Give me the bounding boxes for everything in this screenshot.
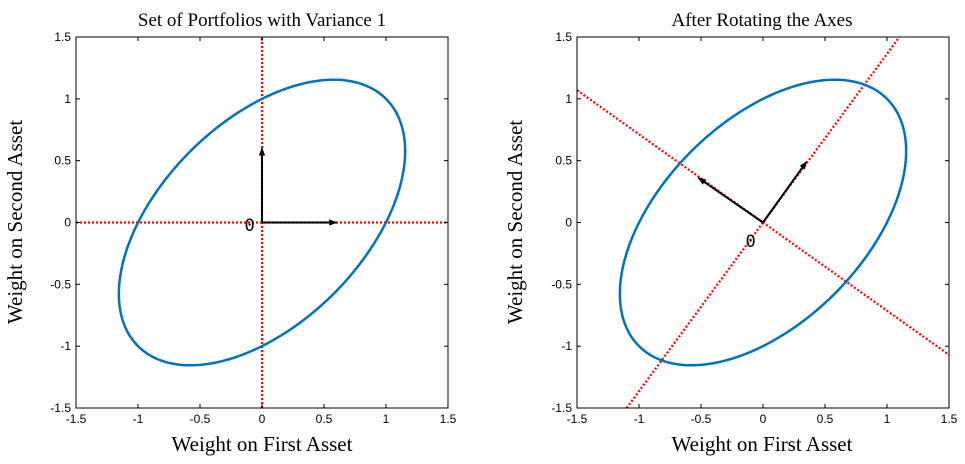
variance-ellipse [618, 78, 908, 367]
x-tick-label: -1 [634, 412, 645, 426]
y-tick-label: -1.5 [50, 401, 71, 415]
y-tick-label: -0.5 [50, 277, 71, 291]
origin-label: 0 [745, 232, 755, 252]
y-tick-label: 0.5 [54, 154, 71, 168]
x-tick-label: 0 [259, 412, 266, 426]
chart-title: After Rotating the Axes [672, 10, 853, 31]
x-tick-label: 0 [760, 412, 767, 426]
x-tick-label: -1.5 [66, 412, 87, 426]
x-tick-label: 1.5 [941, 412, 958, 426]
y-axis-label: Weight on Second Asset [3, 120, 27, 324]
y-tick-label: 0.5 [555, 154, 572, 168]
y-tick-label: 0 [565, 216, 572, 230]
x-tick-label: -1 [133, 412, 144, 426]
y-tick-label: -1 [561, 339, 572, 353]
y-tick-label: -1 [60, 339, 71, 353]
y-tick-label: 0 [64, 216, 71, 230]
x-tick-label: -0.5 [691, 412, 712, 426]
x-tick-label: 0.5 [817, 412, 834, 426]
x-tick-label: 0.5 [316, 412, 333, 426]
x-axis-label: Weight on First Asset [672, 432, 853, 456]
x-tick-label: 1 [884, 412, 891, 426]
origin-label: 0 [244, 216, 254, 236]
y-tick-label: 1 [565, 92, 572, 106]
x-tick-label: 1 [383, 412, 390, 426]
y-axis-label: Weight on Second Asset [503, 120, 527, 324]
chart-left: Set of Portfolios with Variance 1 0-1.5-… [3, 10, 457, 456]
y-tick-label: -0.5 [551, 277, 572, 291]
variance-ellipse [117, 78, 407, 367]
y-tick-label: 1.5 [555, 30, 572, 44]
x-tick-label: -0.5 [190, 412, 211, 426]
x-axis-label: Weight on First Asset [172, 432, 353, 456]
eigenvector-arrow [762, 161, 808, 224]
y-tick-label: 1.5 [54, 30, 71, 44]
eigenvector-arrow [697, 177, 764, 224]
chart-title: Set of Portfolios with Variance 1 [138, 10, 386, 31]
chart-right: After Rotating the Axes 0 -1.5 -1 -0.5 0 0.5 1… [503, 10, 958, 456]
y-tick-label: -1.5 [551, 401, 572, 415]
y-tick-label: 1 [64, 92, 71, 106]
plot-area: 0 -1.5 -1 -0.5 0 0.5 1 1.5 -1.5 -1 -0.5 0 0.5 1 1.5 [551, 30, 957, 426]
x-tick-label: -1.5 [567, 412, 588, 426]
x-tick-label: 1.5 [440, 412, 457, 426]
reference-line [625, 37, 901, 408]
plot-area: 0 -1.5 -1 -0.5 0 0.5 1 1.5 -1.5 -1 -0.5 0 0.5 1 1.5 [50, 30, 456, 426]
